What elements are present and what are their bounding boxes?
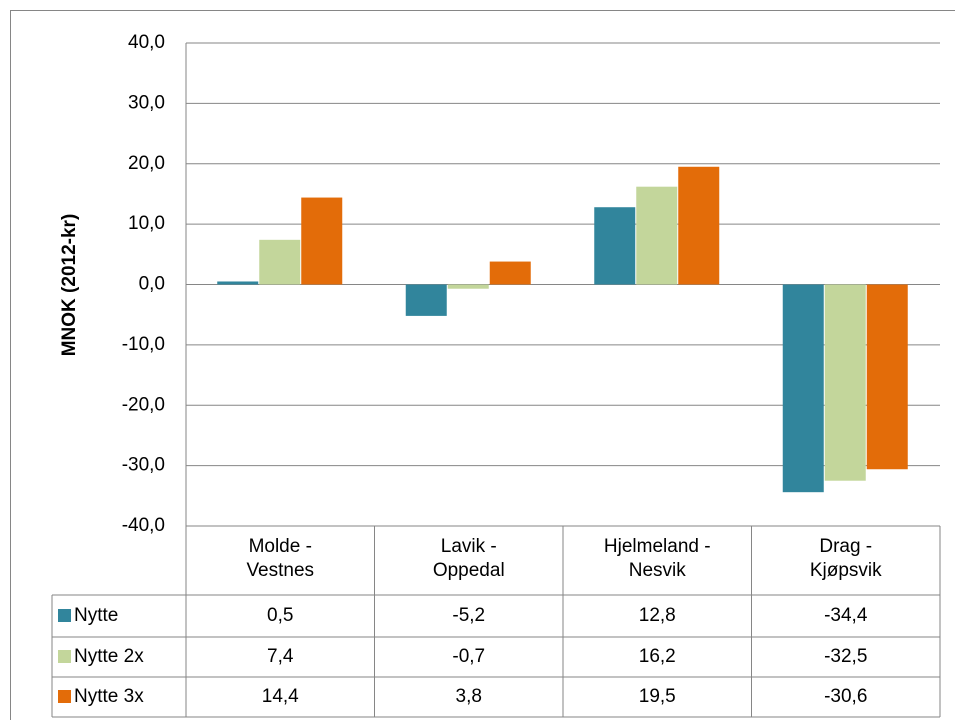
y-tick-label: 10,0 (128, 213, 165, 234)
bar (636, 186, 678, 285)
chart-border (10, 10, 955, 720)
x-tick-label: Molde - Vestnes (246, 536, 315, 581)
table-value: 3,8 (456, 686, 482, 707)
legend-swatch (58, 690, 71, 703)
bar (217, 281, 259, 285)
table-value: -32,5 (824, 646, 867, 667)
bar (866, 284, 908, 470)
bar (824, 284, 866, 481)
y-tick-label: -20,0 (122, 394, 165, 415)
y-tick-label: -10,0 (122, 334, 165, 355)
legend-swatch (58, 609, 71, 622)
bar (447, 284, 489, 289)
bar (301, 197, 343, 285)
table-value: -0,7 (452, 646, 485, 667)
bar (594, 207, 636, 285)
bar (259, 239, 301, 285)
legend-label: Nytte (74, 605, 118, 626)
table-value: 0,5 (267, 605, 293, 626)
x-tick-label: Drag - Kjøpsvik (809, 536, 882, 581)
legend-label: Nytte 2x (74, 646, 144, 667)
y-axis-title: MNOK (2012-kr) (59, 214, 80, 357)
table-value: 12,8 (639, 605, 676, 626)
y-tick-label: 40,0 (128, 32, 165, 53)
table-value: -30,6 (824, 686, 867, 707)
table-value: -34,4 (824, 605, 868, 626)
bar (405, 284, 447, 316)
y-tick-label: 30,0 (128, 92, 165, 113)
y-tick-label: 0,0 (139, 274, 165, 295)
legend-label: Nytte 3x (74, 686, 144, 707)
bar (782, 284, 824, 493)
bar (489, 261, 531, 285)
y-tick-label: -40,0 (122, 515, 165, 536)
x-tick-label: Hjelmeland - Nesvik (603, 536, 711, 581)
table-value: -5,2 (452, 605, 485, 626)
table-value: 14,4 (262, 686, 299, 707)
table-value: 19,5 (639, 686, 676, 707)
y-tick-label: -30,0 (122, 455, 165, 476)
y-tick-label: 20,0 (128, 153, 165, 174)
table-value: 16,2 (639, 646, 676, 667)
x-tick-label: Lavik - Oppedal (432, 536, 505, 581)
bar (678, 166, 720, 285)
legend-swatch (58, 650, 71, 663)
table-value: 7,4 (267, 646, 294, 667)
